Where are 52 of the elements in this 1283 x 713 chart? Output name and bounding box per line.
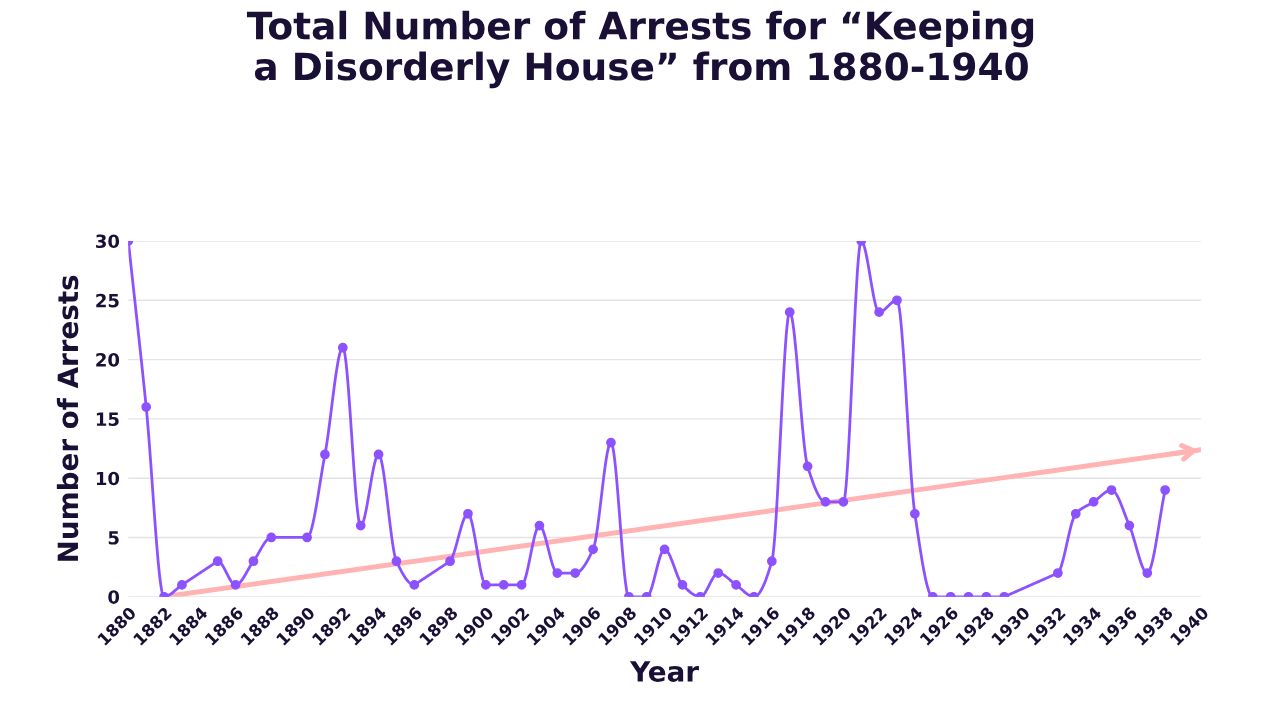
point: [1070, 508, 1081, 519]
point: [766, 556, 777, 567]
point: [677, 580, 688, 590]
y-tick-label: 30: [96, 234, 120, 249]
point: [141, 402, 152, 412]
point: [463, 508, 473, 519]
y-axis-title: Number of Arrests: [56, 275, 79, 561]
point: [1106, 485, 1117, 495]
y-tick-label: 0: [108, 590, 120, 604]
point: [355, 520, 366, 531]
point: [570, 568, 581, 578]
point: [606, 437, 616, 448]
point: [480, 580, 491, 590]
point: [534, 520, 545, 531]
point: [713, 568, 724, 578]
point: [177, 580, 187, 590]
point: [248, 556, 259, 567]
point: [588, 544, 598, 555]
point: [910, 508, 920, 519]
point: [212, 556, 223, 567]
y-tick-label: 5: [108, 531, 119, 545]
point: [337, 342, 348, 353]
point: [1053, 568, 1063, 578]
point: [892, 295, 902, 306]
point: [802, 461, 813, 472]
x-axis-title: Year: [629, 661, 699, 682]
chart-title: Total Number of Arrests for “Keeping a Disorderly House” from 1880-1940: [246, 10, 1034, 89]
point: [373, 449, 384, 460]
point: [838, 497, 849, 507]
point: [1142, 568, 1153, 578]
point: [320, 449, 330, 460]
point: [1160, 485, 1170, 495]
point: [498, 580, 509, 590]
point: [1124, 520, 1135, 531]
point: [230, 580, 241, 590]
y-tick-label: 20: [96, 353, 120, 367]
point: [409, 580, 420, 590]
point: [516, 580, 527, 590]
point: [391, 556, 402, 567]
point: [659, 544, 670, 555]
point: [266, 532, 277, 543]
y-tick-label: 15: [96, 412, 119, 426]
point: [731, 580, 741, 590]
point: [784, 307, 795, 318]
point: [820, 497, 831, 507]
point: [1088, 497, 1099, 507]
y-tick-label: 10: [96, 471, 120, 486]
point: [445, 556, 455, 567]
point: [302, 532, 312, 543]
y-tick-label: 25: [96, 293, 119, 308]
point: [874, 307, 884, 318]
point: [552, 568, 563, 578]
